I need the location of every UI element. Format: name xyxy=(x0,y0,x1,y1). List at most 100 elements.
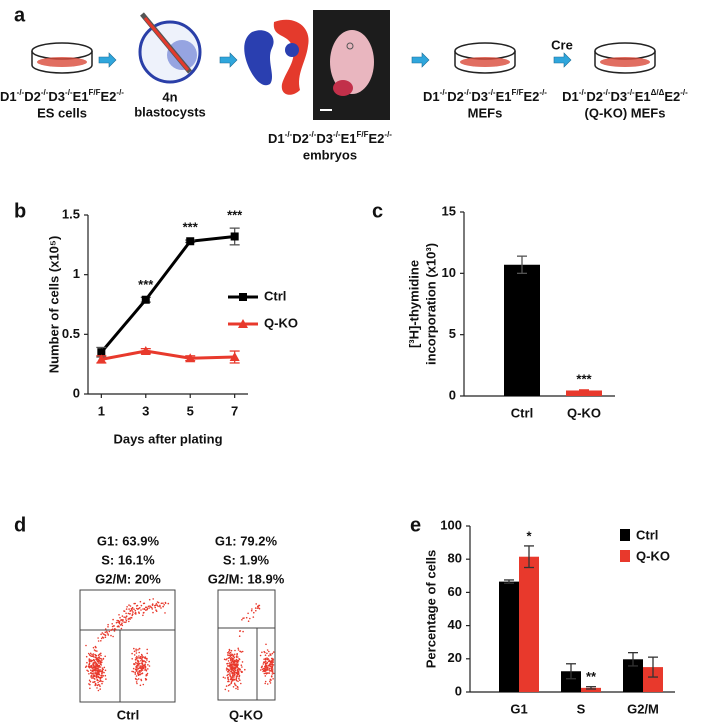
event-dot xyxy=(139,607,141,609)
event-dot xyxy=(265,666,267,668)
genotype-superscript: -/- xyxy=(116,88,124,97)
event-dot xyxy=(141,666,143,668)
event-dot xyxy=(89,659,91,661)
bar xyxy=(623,659,643,692)
event-dot xyxy=(98,673,100,676)
cell-cycle-stat: S: 1.9% xyxy=(223,552,270,567)
event-dot xyxy=(127,612,130,615)
event-dot xyxy=(247,620,250,622)
event-dot xyxy=(129,618,131,620)
event-dot xyxy=(97,637,99,639)
x-tick-label: 3 xyxy=(142,403,149,418)
event-dot xyxy=(226,671,229,673)
event-dot xyxy=(266,668,269,671)
panel-letter: a xyxy=(14,4,26,26)
event-dot xyxy=(238,667,240,670)
event-dot xyxy=(160,602,163,605)
event-dot xyxy=(102,633,105,635)
genotype-superscript: -/- xyxy=(309,130,317,139)
event-dot xyxy=(262,669,265,672)
panel-letter: e xyxy=(410,514,421,536)
event-dot xyxy=(264,654,267,656)
event-dot xyxy=(145,674,147,677)
event-dot xyxy=(90,655,92,657)
event-dot xyxy=(99,685,101,688)
event-dot xyxy=(146,672,149,675)
event-dot xyxy=(252,616,255,618)
event-dot xyxy=(137,607,140,610)
event-dot xyxy=(138,647,141,650)
event-dot xyxy=(146,606,148,609)
event-dot xyxy=(118,614,120,616)
genotype-superscript: -/- xyxy=(17,88,25,97)
event-dot xyxy=(96,657,98,659)
event-dot xyxy=(100,674,103,677)
event-dot xyxy=(272,672,275,675)
event-dot xyxy=(270,667,273,669)
event-dot xyxy=(156,604,158,606)
genotype-superscript: -/- xyxy=(603,88,611,97)
event-dot xyxy=(88,661,91,663)
event-dot xyxy=(86,661,88,664)
y-tick-label: 40 xyxy=(448,617,462,632)
event-dot xyxy=(101,632,104,634)
event-dot xyxy=(237,647,239,650)
genotype-part: E1 xyxy=(635,89,651,104)
event-dot xyxy=(142,612,145,614)
event-dot xyxy=(88,679,91,682)
event-dot xyxy=(264,682,267,685)
event-dot xyxy=(235,663,238,666)
cre-label: Cre xyxy=(551,37,573,52)
event-dot xyxy=(136,604,139,607)
event-dot xyxy=(227,679,230,681)
event-dot xyxy=(140,653,143,656)
event-dot xyxy=(106,630,108,633)
event-dot xyxy=(132,667,135,670)
event-dot xyxy=(136,678,138,681)
y-axis-label: [³H]-thymidine xyxy=(406,260,421,348)
y-tick-label: 100 xyxy=(440,517,462,532)
significance-mark: * xyxy=(526,528,532,543)
event-dot xyxy=(103,671,105,674)
arrow-icon xyxy=(553,52,572,68)
event-dot xyxy=(233,679,235,681)
event-dot xyxy=(131,613,134,616)
event-dot xyxy=(91,677,93,679)
event-dot xyxy=(102,668,104,671)
event-dot xyxy=(136,668,138,671)
event-dot xyxy=(228,669,230,672)
event-dot xyxy=(245,616,248,619)
event-dot xyxy=(242,630,244,633)
event-dot xyxy=(229,665,231,668)
x-tick-label: S xyxy=(577,701,586,716)
genotype-part: E2 xyxy=(664,89,680,104)
event-dot xyxy=(142,665,144,667)
event-dot xyxy=(255,609,257,612)
event-dot xyxy=(91,653,93,656)
event-dot xyxy=(137,678,140,680)
arrow-icon xyxy=(219,52,238,68)
event-dot xyxy=(235,677,238,680)
cell-cycle-stat: G2/M: 20% xyxy=(95,571,161,586)
event-dot xyxy=(148,607,150,609)
event-dot xyxy=(94,682,97,685)
event-dot xyxy=(146,657,148,660)
event-dot xyxy=(133,654,136,656)
event-dot xyxy=(136,667,138,669)
event-dot xyxy=(225,685,228,687)
y-tick-label: 0 xyxy=(73,385,80,400)
event-dot xyxy=(144,669,146,671)
step-label: MEFs xyxy=(468,105,503,120)
x-tick-label: 5 xyxy=(187,403,194,418)
event-dot xyxy=(140,659,142,662)
event-dot xyxy=(235,687,237,690)
event-dot xyxy=(232,667,235,670)
event-dot xyxy=(144,656,147,658)
event-dot xyxy=(231,674,234,677)
event-dot xyxy=(237,673,239,676)
genotype-superscript: -/- xyxy=(440,88,448,97)
event-dot xyxy=(251,608,253,610)
event-dot xyxy=(95,673,97,675)
step-label: blastocysts xyxy=(134,104,206,119)
event-dot xyxy=(132,611,134,613)
